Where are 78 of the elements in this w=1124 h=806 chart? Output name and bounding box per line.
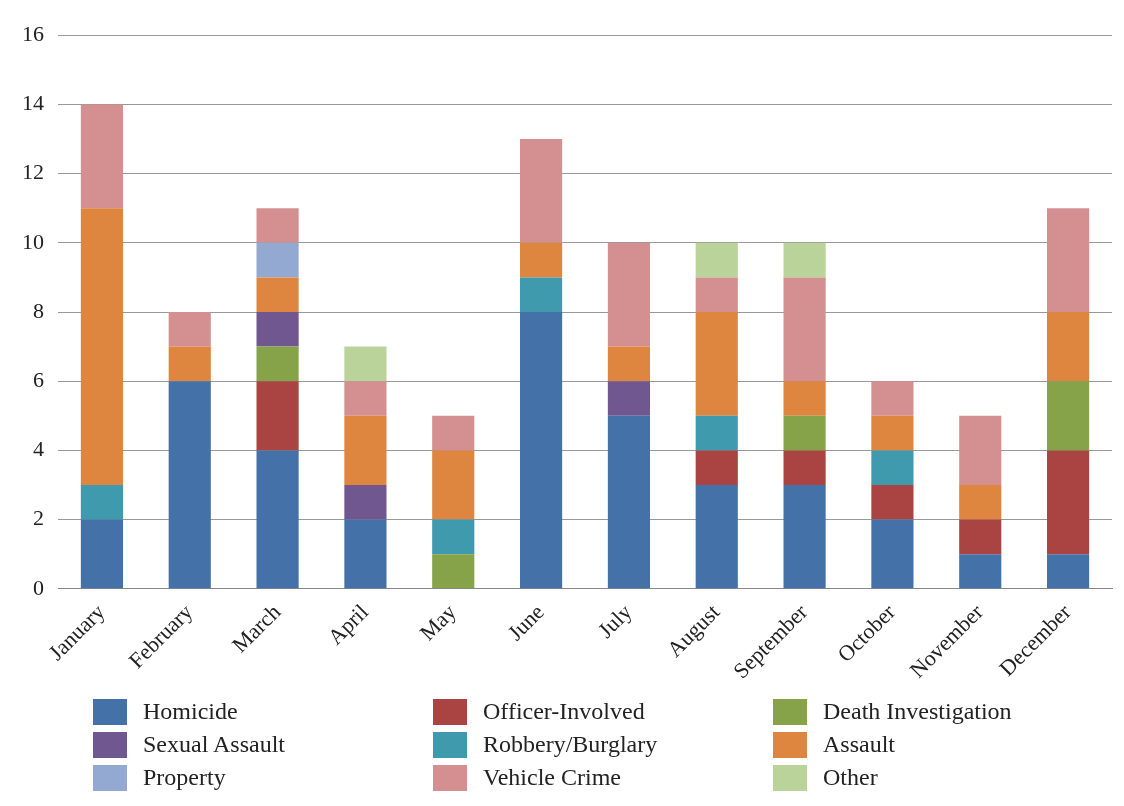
bar <box>695 312 738 416</box>
y-tick-label: 14 <box>22 90 44 116</box>
bar <box>871 381 914 416</box>
bar <box>695 450 738 486</box>
bar <box>959 485 1002 520</box>
bar <box>80 519 123 589</box>
bar <box>607 381 650 416</box>
bar <box>344 485 387 520</box>
bar <box>783 242 826 278</box>
y-tick-label: 2 <box>33 505 44 531</box>
bar <box>695 485 738 589</box>
bar <box>783 415 826 451</box>
bar <box>871 485 914 520</box>
bar <box>80 208 123 486</box>
legend-label: Robbery/Burglary <box>483 731 658 758</box>
bar <box>959 554 1002 589</box>
bar <box>1047 450 1090 555</box>
bar <box>520 139 563 243</box>
legend-label: Officer-Involved <box>483 698 645 725</box>
bar <box>695 242 738 278</box>
bar <box>256 277 299 312</box>
x-tick-label: June <box>502 599 549 646</box>
bar <box>432 415 475 451</box>
bar <box>432 450 475 520</box>
bar <box>432 519 475 555</box>
bar <box>256 242 299 278</box>
y-tick-label: 0 <box>33 574 44 600</box>
y-tick-label: 8 <box>33 297 44 323</box>
bar <box>1047 381 1090 451</box>
bar <box>1047 312 1090 382</box>
x-tick-label: May <box>414 599 461 646</box>
bar <box>959 519 1002 555</box>
legend-label: Death Investigation <box>823 698 1012 725</box>
x-tick-label: July <box>592 599 637 643</box>
bar <box>256 208 299 243</box>
bar <box>256 381 299 451</box>
bar <box>783 450 826 486</box>
bar <box>344 381 387 416</box>
legend-label: Other <box>823 764 878 791</box>
y-tick-label: 10 <box>22 228 44 254</box>
bar <box>344 415 387 486</box>
y-tick-label: 4 <box>33 436 44 462</box>
bar <box>256 346 299 382</box>
bar <box>256 450 299 589</box>
bar <box>871 415 914 451</box>
bar <box>432 554 475 589</box>
bar <box>695 277 738 312</box>
bar <box>783 485 826 589</box>
y-tick-label: 12 <box>22 159 44 185</box>
bar <box>520 277 563 312</box>
bar <box>256 312 299 347</box>
legend-label: Property <box>143 764 226 791</box>
bar <box>168 346 211 382</box>
bar <box>695 415 738 451</box>
bar <box>783 381 826 416</box>
bar <box>168 312 211 347</box>
bar <box>80 104 123 209</box>
legend-label: Homicide <box>143 698 238 725</box>
bar <box>959 415 1002 486</box>
bar <box>520 242 563 278</box>
bar <box>607 242 650 347</box>
bar <box>871 519 914 589</box>
bar <box>783 277 826 382</box>
bar <box>1047 208 1090 312</box>
y-tick-label: 16 <box>22 20 44 46</box>
bar <box>607 346 650 382</box>
bar <box>344 346 387 382</box>
legend-label: Assault <box>823 731 895 758</box>
bar <box>344 519 387 589</box>
bar <box>1047 554 1090 589</box>
bar <box>520 312 563 589</box>
legend-label: Vehicle Crime <box>483 764 621 791</box>
bar <box>80 485 123 520</box>
legend-label: Sexual Assault <box>143 731 285 758</box>
bar <box>607 415 650 589</box>
bar <box>871 450 914 486</box>
bar <box>168 381 211 589</box>
y-tick-label: 6 <box>33 366 44 392</box>
